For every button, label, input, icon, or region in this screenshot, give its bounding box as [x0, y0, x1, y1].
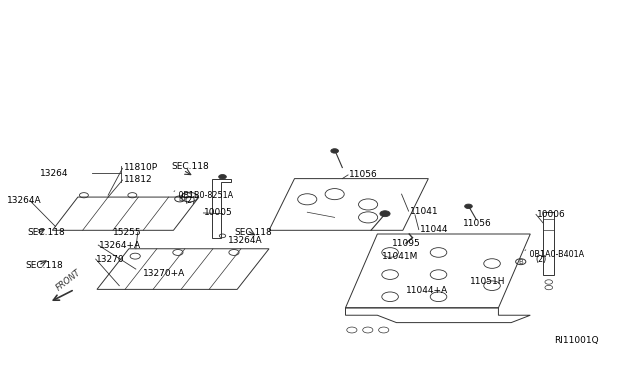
Text: 10005: 10005: [204, 208, 233, 217]
Text: RI11001Q: RI11001Q: [554, 336, 599, 345]
Text: (2): (2): [184, 196, 196, 205]
Circle shape: [465, 204, 472, 209]
Text: 13270+A: 13270+A: [143, 269, 185, 278]
Text: 13270: 13270: [97, 254, 125, 264]
Circle shape: [380, 211, 390, 217]
Text: 15255: 15255: [113, 228, 141, 237]
Circle shape: [219, 174, 227, 179]
Text: 13264: 13264: [40, 169, 68, 178]
Text: 11810P: 11810P: [124, 163, 158, 172]
Text: 11044+A: 11044+A: [406, 286, 448, 295]
Text: 11056: 11056: [463, 219, 492, 228]
Text: 11051H: 11051H: [470, 277, 505, 286]
Text: 11041M: 11041M: [382, 251, 418, 261]
Text: 13264A: 13264A: [228, 236, 262, 245]
Text: B: B: [178, 196, 183, 202]
Text: SEC.118: SEC.118: [27, 228, 65, 237]
Text: FRONT: FRONT: [54, 268, 83, 293]
Text: B: B: [518, 259, 523, 265]
Text: 11095: 11095: [392, 239, 420, 248]
Text: (2): (2): [536, 255, 547, 264]
Text: 11044: 11044: [420, 225, 449, 234]
Circle shape: [331, 149, 339, 153]
Text: SEC.118: SEC.118: [172, 162, 209, 171]
Text: 11812: 11812: [124, 175, 152, 184]
Text: 11056: 11056: [349, 170, 378, 179]
Text: SEC.118: SEC.118: [234, 228, 272, 237]
Bar: [543, 212, 554, 275]
Text: 13264A: 13264A: [6, 196, 41, 205]
Text: ´ 0B1B0-8251A: ´ 0B1B0-8251A: [172, 191, 234, 200]
Text: 10006: 10006: [537, 210, 565, 219]
Text: SEC.118: SEC.118: [26, 261, 63, 270]
Text: ´ 0B1A0-B401A: ´ 0B1A0-B401A: [523, 250, 584, 259]
Text: 11041: 11041: [410, 206, 438, 216]
Text: 13264+A: 13264+A: [99, 241, 141, 250]
